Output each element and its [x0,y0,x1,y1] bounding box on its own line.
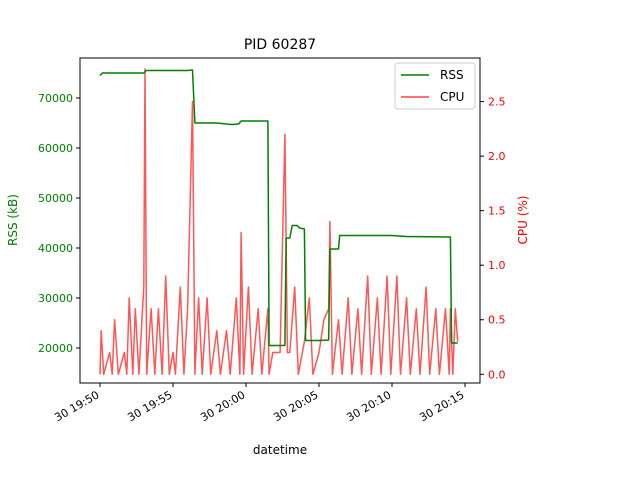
left-tick-label: 40000 [38,242,73,255]
left-tick-label: 70000 [38,92,73,105]
right-axis-label: CPU (%) [516,196,530,245]
cpu-series-line [99,68,459,376]
right-tick-label: 2.5 [488,96,506,109]
right-tick-label: 2.0 [488,150,506,163]
left-axis-label: RSS (kB) [6,194,20,246]
right-tick-label: 1.5 [488,205,506,218]
right-tick-label: 0.5 [488,314,506,327]
left-tick-label: 30000 [38,292,73,305]
left-tick-label: 50000 [38,192,73,205]
rss-series-layer [99,69,458,347]
right-tick-label: 1.0 [488,259,506,272]
left-axis-ticks: 20000 30000 40000 50000 60000 70000 [38,92,80,355]
legend-rss-label: RSS [440,68,464,82]
right-tick-label: 0.0 [488,368,506,381]
rss-series-line [99,69,458,347]
left-tick-label: 60000 [38,142,73,155]
right-axis-ticks: 0.0 0.5 1.0 1.5 2.0 2.5 [480,96,506,381]
chart-title: PID 60287 [244,37,316,53]
x-axis-label: datetime [253,443,307,457]
plot-frame [79,57,481,384]
cpu-series-layer [99,68,459,376]
legend: RSS CPU [394,62,476,110]
legend-cpu-label: CPU [440,90,464,104]
left-tick-label: 20000 [38,342,73,355]
